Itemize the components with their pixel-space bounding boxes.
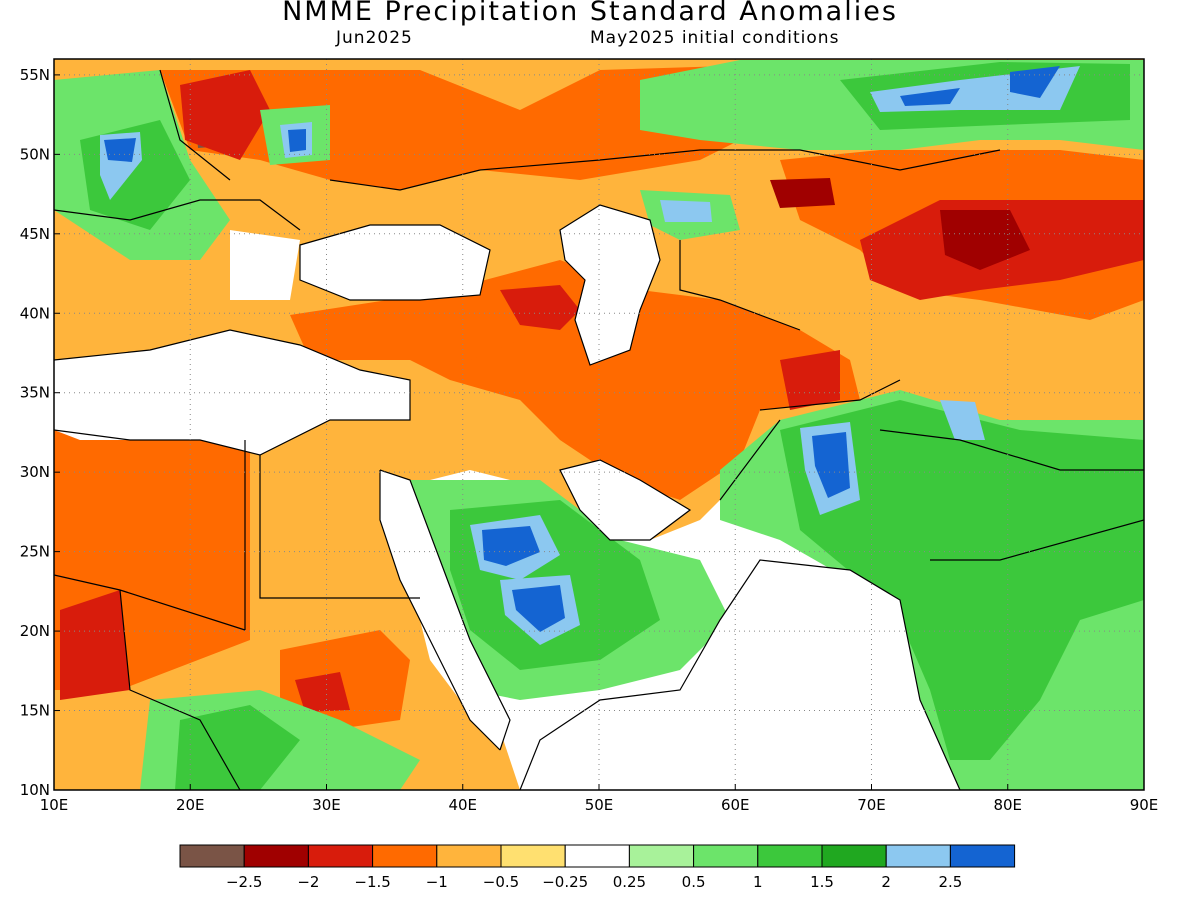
color-bar-label: −0.25 (542, 873, 588, 891)
mediterranean (54, 330, 410, 455)
lat-tick-label: 50N (20, 145, 50, 163)
red-sea (380, 470, 510, 750)
lon-tick-label: 30E (312, 796, 341, 814)
asia-borders (479, 149, 1144, 561)
lat-tick-label: 15N (20, 702, 50, 720)
region-afghan-red (780, 350, 840, 410)
color-bar-swatch (821, 844, 887, 868)
region-ethiopia-green2 (175, 705, 300, 790)
sea-of-azov-region (230, 230, 300, 300)
lon-tick-label: 70E (857, 796, 886, 814)
color-bar-label: 1 (753, 873, 763, 891)
region-turkey-dry (290, 285, 560, 360)
color-bar-label: −2.5 (226, 873, 262, 891)
region-pakistan-darkblue (812, 432, 850, 498)
region-kaz-blue (660, 200, 712, 222)
color-bar-swatch (564, 844, 630, 868)
region-caucasus-red (500, 285, 580, 330)
region-belarus-darkblue (288, 129, 306, 152)
color-bar-swatch (628, 844, 695, 868)
caspian-sea (560, 205, 660, 365)
color-bar-swatch (693, 844, 759, 868)
lat-tick-label: 40N (20, 304, 50, 322)
lon-tick-label: 60E (721, 796, 750, 814)
color-bar-swatch (949, 844, 1016, 868)
black-sea (300, 225, 490, 300)
lat-tick-label: 30N (20, 463, 50, 481)
lon-tick-label: 10E (40, 796, 69, 814)
region-poland-red (180, 70, 270, 160)
color-bar-label: 2 (881, 873, 891, 891)
africa-borders (54, 440, 420, 790)
color-bar-label: −1.5 (354, 873, 390, 891)
lat-tick-label: 55N (20, 66, 50, 84)
europe-borders (54, 69, 481, 231)
color-bar-swatch (243, 844, 309, 868)
color-bar-swatch (436, 844, 502, 868)
arabian-coast (519, 559, 961, 790)
axis-ticks: 10E 20E 30E 40E 50E 60E 70E 80E 90E 10N 15N 20N 25N 3… (20, 66, 1159, 814)
color-bar-label: 0.25 (613, 873, 646, 891)
region-kashmir-blue (940, 400, 985, 440)
map-title: NMME Precipitation Standard Anomalies (282, 0, 898, 27)
color-bar-swatch (885, 844, 951, 868)
color-bar-label: 2.5 (938, 873, 962, 891)
color-bar-swatch (500, 844, 566, 868)
caspian-coast (559, 204, 661, 366)
color-bar-legend: −2.5 −2 −1.5 −1 −0.5 −0.25 0.25 0.5 1 1.5 2 2.5 (179, 844, 1016, 891)
color-bar-swatch (179, 844, 245, 868)
lon-tick-label: 90E (1130, 796, 1159, 814)
coastlines (54, 69, 1144, 790)
black-sea-coast (299, 224, 491, 301)
lat-tick-label: 25N (20, 543, 50, 561)
gulf-coast (559, 459, 692, 541)
color-bar-label: 1.5 (810, 873, 834, 891)
region-alps-darkblue (104, 138, 136, 162)
forecast-month: Jun2025 (336, 28, 413, 48)
lat-tick-label: 35N (20, 384, 50, 402)
region-siberia-darkblue (900, 66, 1060, 106)
color-bar-swatch (757, 844, 823, 868)
color-bar-label: −2 (297, 873, 319, 891)
region-arabia-darkblue1 (482, 526, 540, 566)
lat-tick-label: 20N (20, 622, 50, 640)
lon-tick-label: 40E (448, 796, 477, 814)
persian-gulf (560, 460, 690, 540)
color-bar-label: 0.5 (682, 873, 706, 891)
region-libya-red (60, 590, 130, 700)
region-arabia-darkblue2 (512, 585, 565, 632)
red-sea-coast (379, 469, 511, 751)
color-bar-swatch (372, 844, 438, 868)
med-coast (54, 329, 411, 456)
color-bar-label: −0.5 (483, 873, 519, 891)
region-sudan-red (295, 672, 350, 712)
arabian-sea (520, 560, 960, 790)
color-bar-label: −1 (426, 873, 448, 891)
lat-tick-label: 45N (20, 225, 50, 243)
sea-mask (54, 205, 960, 790)
lon-tick-label: 80E (993, 796, 1022, 814)
lat-tick-label: 10N (20, 781, 50, 799)
initial-conditions: May2025 initial conditions (590, 28, 840, 48)
lon-tick-label: 20E (176, 796, 205, 814)
region-kazakh-red (770, 178, 835, 208)
lon-tick-label: 50E (585, 796, 614, 814)
color-bar-swatch (307, 844, 374, 868)
